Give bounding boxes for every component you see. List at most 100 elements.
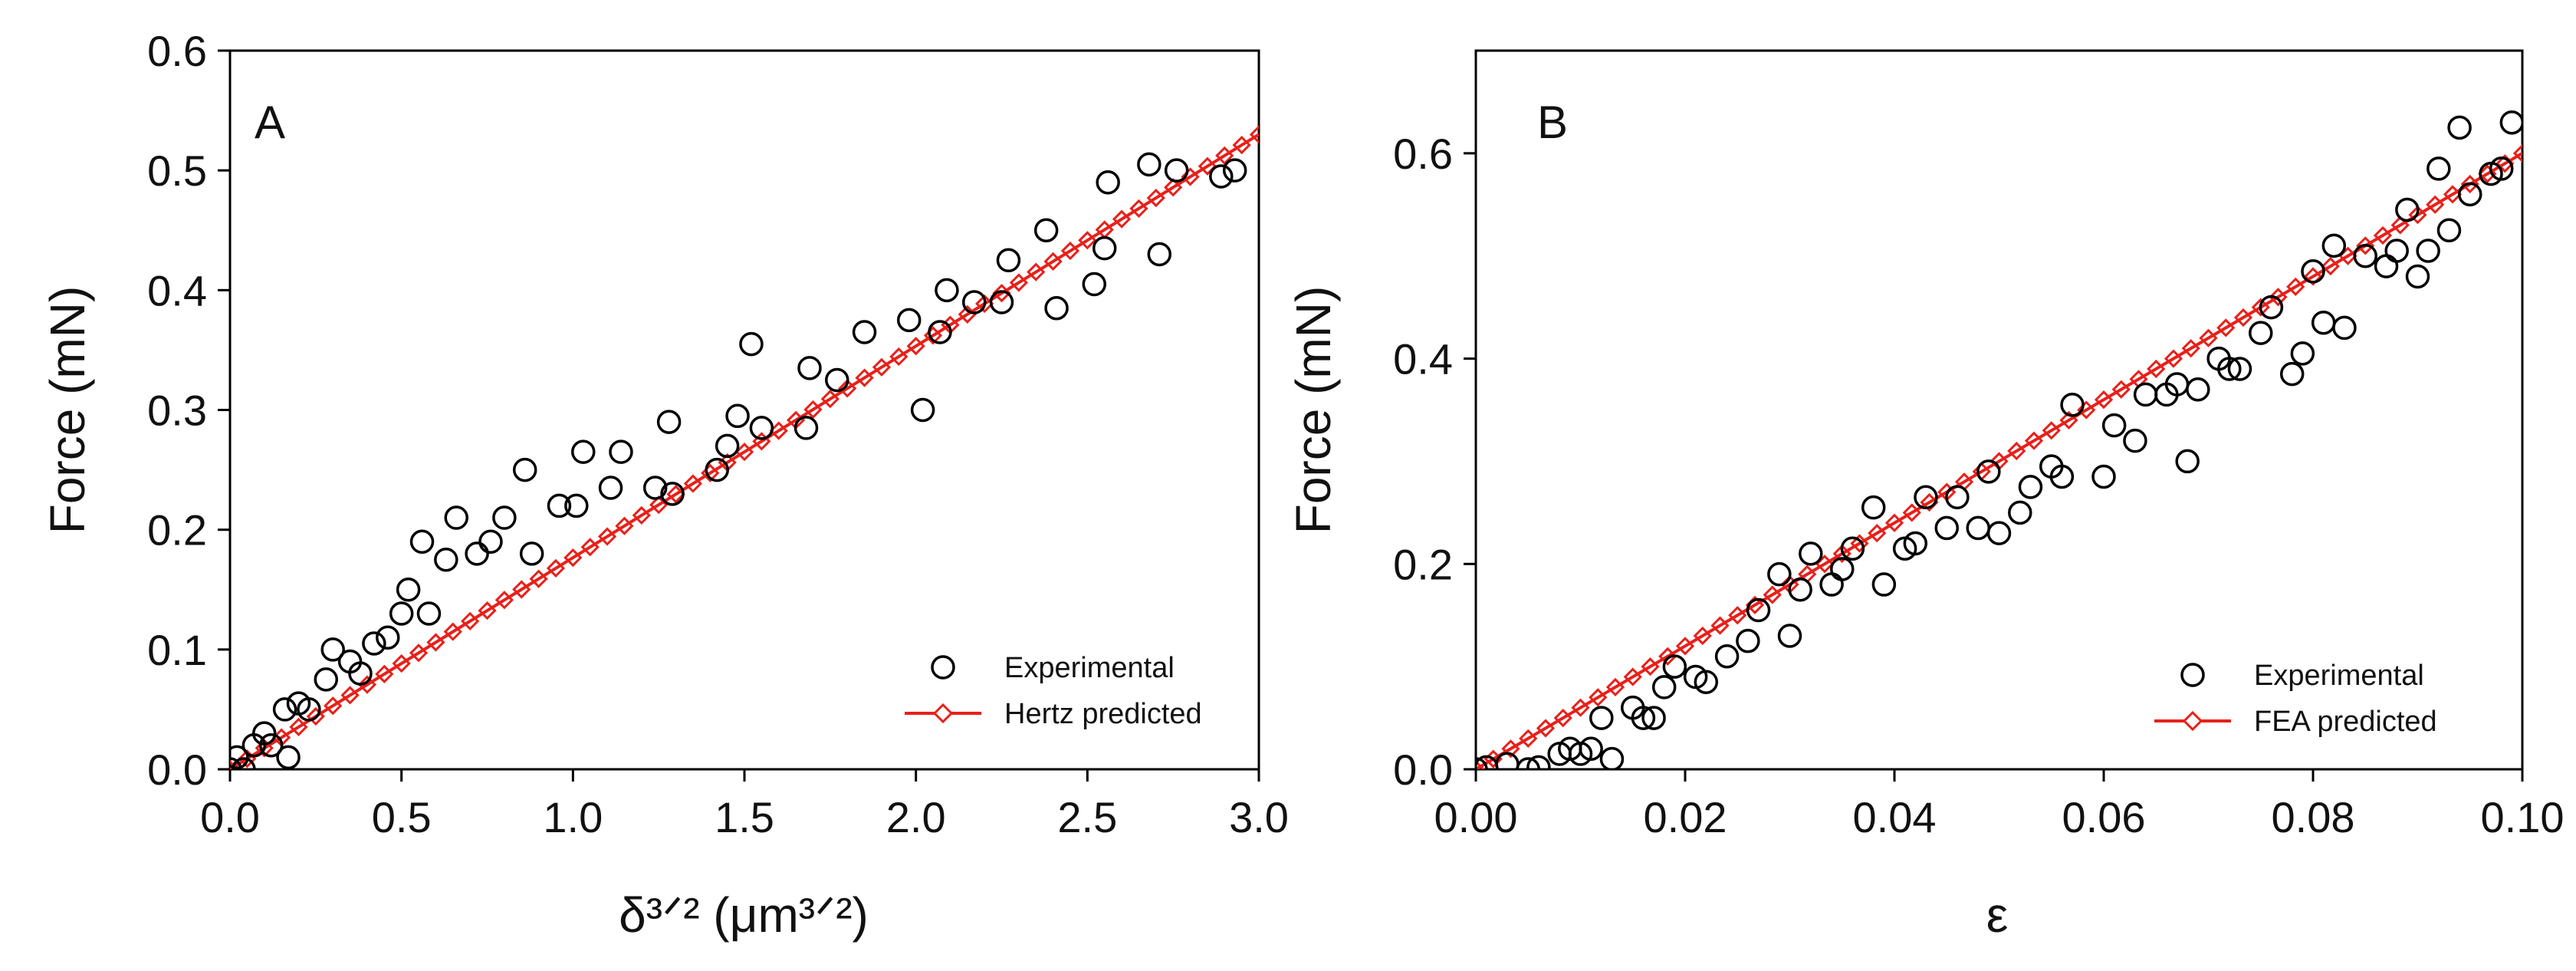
data-point <box>1222 158 1247 183</box>
y-tick-label: 0.4 <box>1393 335 1453 383</box>
data-point <box>564 493 589 518</box>
data-point <box>2447 115 2472 140</box>
data-point <box>797 356 822 380</box>
data-point <box>1746 597 1771 623</box>
predicted-marker <box>2147 359 2166 379</box>
data-point <box>1788 578 1812 602</box>
predicted-marker <box>1553 708 1572 728</box>
data-point <box>1840 536 1865 561</box>
data-point <box>705 457 729 482</box>
predicted-marker <box>1763 585 1782 604</box>
predicted-marker <box>803 400 823 420</box>
data-point <box>928 320 952 344</box>
predicted-marker <box>2356 236 2375 255</box>
predicted-marker <box>2460 174 2479 194</box>
predicted-marker <box>1078 231 1097 250</box>
predicted-marker <box>2094 390 2114 410</box>
data-point <box>1662 654 1687 679</box>
data-point <box>1966 515 1990 541</box>
panel-letter: A <box>255 97 285 148</box>
y-tick-label: 0.0 <box>147 746 207 794</box>
y-axis-title: Force (mN) <box>40 286 95 535</box>
predicted-marker <box>992 284 1011 303</box>
data-point <box>989 290 1014 314</box>
data-point <box>1986 521 2012 545</box>
data-point <box>642 476 668 500</box>
x-tick-label: 0.10 <box>2481 793 2564 841</box>
predicted-marker <box>2164 349 2183 368</box>
predicted-marker <box>2077 400 2096 420</box>
data-point <box>2227 357 2252 381</box>
predicted-marker <box>340 686 360 705</box>
data-point <box>2175 449 2200 474</box>
data-point <box>896 308 922 333</box>
data-point <box>2395 197 2420 222</box>
predicted-marker <box>426 633 445 652</box>
data-point <box>725 403 750 429</box>
data-point <box>609 439 633 464</box>
predicted-marker <box>1198 156 1217 176</box>
x-tick-label: 0.00 <box>1434 793 1518 841</box>
data-point <box>2018 475 2043 499</box>
data-point <box>2101 413 2127 438</box>
data-point <box>376 625 400 650</box>
x-tick-label: 1.5 <box>715 793 774 841</box>
predicted-marker <box>2269 288 2288 307</box>
predicted-marker <box>666 485 685 504</box>
predicted-marker <box>306 706 325 726</box>
data-point <box>2374 254 2399 278</box>
predicted-marker <box>683 474 703 493</box>
predicted-marker <box>1146 188 1165 208</box>
predicted-marker <box>1605 677 1625 697</box>
predicted-marker <box>1027 262 1046 281</box>
predicted-marker <box>580 538 600 557</box>
y-tick-label: 0.6 <box>1393 130 1453 178</box>
data-point <box>2123 428 2147 453</box>
y-tick-label: 0.0 <box>1393 746 1453 794</box>
legend-label-predicted: Hertz predicted <box>1004 698 1202 730</box>
data-point <box>1526 755 1551 769</box>
panel-a: 0.0 0.5 1.0 1.5 2.0 2.5 3.0 0.0 0.1 0.2 0.3 0.4 0.5 0… <box>40 27 1289 943</box>
data-point <box>1903 531 1928 556</box>
data-point <box>1147 242 1172 267</box>
data-point <box>348 661 373 686</box>
data-point <box>1976 459 2001 484</box>
predicted-marker <box>409 643 429 663</box>
data-point <box>2049 464 2075 489</box>
predicted-marker <box>1884 513 1904 532</box>
predicted-marker <box>2251 298 2270 317</box>
x-tick-label: 3.0 <box>1229 793 1289 841</box>
predicted-marker <box>375 664 394 683</box>
predicted-marker <box>2390 216 2410 235</box>
legend-label-experimental: Experimental <box>1004 652 1175 684</box>
predicted-marker <box>1658 647 1677 666</box>
predicted-marker <box>2181 339 2200 358</box>
predicted-marker <box>632 505 651 525</box>
x-tick-label: 2.0 <box>886 793 946 841</box>
data-point <box>1830 557 1855 581</box>
y-tick-label: 0.2 <box>1393 540 1453 588</box>
predicted-marker <box>2286 277 2305 296</box>
data-point <box>571 439 596 464</box>
predicted-marker <box>615 516 634 535</box>
data-point <box>996 248 1021 273</box>
data-point <box>852 320 877 344</box>
predicted-marker <box>1476 759 1486 769</box>
predicted-marker <box>889 347 909 367</box>
panel-b: 0.00 0.02 0.04 0.06 0.08 0.10 0.0 0.2 0.4 0.6 ε For… <box>1286 49 2564 943</box>
data-point <box>1044 296 1069 321</box>
x-tick-label: 1.0 <box>543 793 603 841</box>
predicted-marker <box>289 717 308 736</box>
data-point <box>396 578 421 602</box>
data-point <box>739 331 764 357</box>
data-point <box>2489 156 2514 181</box>
data-point <box>314 667 339 692</box>
predicted-marker <box>443 622 462 641</box>
predicted-marker <box>838 379 857 398</box>
y-tick-label: 0.1 <box>147 626 207 674</box>
data-point <box>2353 243 2377 268</box>
panel-letter: B <box>1537 97 1568 148</box>
data-point <box>258 733 284 758</box>
predicted-marker <box>512 580 531 599</box>
predicted-marker <box>2111 380 2131 399</box>
